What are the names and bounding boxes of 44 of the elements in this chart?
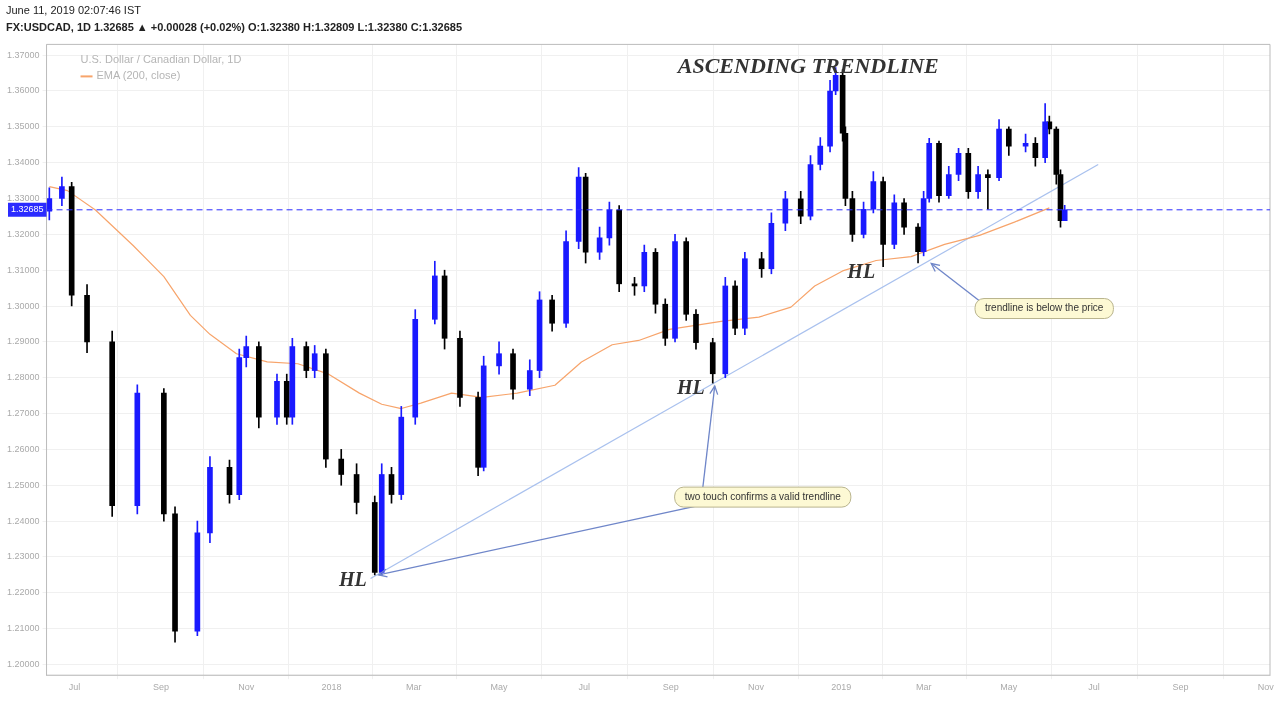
- x-tick-label: Jul: [578, 682, 590, 693]
- y-tick-label: 1.26000: [6, 443, 40, 454]
- annotation: HL: [337, 568, 367, 591]
- y-tick-label: 1.36000: [6, 85, 40, 96]
- y-tick-label: 1.32000: [6, 228, 40, 239]
- x-tick-label: Jul: [68, 682, 81, 693]
- ref-line-label: 1.32685: [10, 204, 44, 215]
- x-tick-label: 2019: [831, 682, 852, 693]
- x-tick-label: Nov: [1257, 682, 1275, 693]
- legend-title: U.S. Dollar / Canadian Dollar, 1D: [80, 53, 242, 66]
- y-tick-label: 1.34000: [6, 157, 40, 168]
- y-tick-label: 1.27000: [6, 408, 40, 419]
- x-tick-label: Nov: [748, 682, 765, 693]
- x-tick-label: May: [1000, 682, 1018, 693]
- y-tick-label: 1.28000: [6, 372, 40, 383]
- y-tick-label: 1.30000: [6, 300, 40, 311]
- y-tick-label: 1.23000: [6, 551, 40, 562]
- x-tick-label: Nov: [238, 682, 255, 693]
- legend-label: EMA (200, close): [96, 69, 181, 82]
- x-tick-label: Sep: [662, 682, 679, 693]
- y-tick-label: 1.31000: [6, 264, 40, 275]
- x-tick-label: Sep: [153, 682, 170, 693]
- y-tick-label: 1.35000: [6, 121, 40, 132]
- chart-subtitle: FX:USDCAD, 1D 1.32685 ▲ +0.00028 (+0.02%) O:1.32380 H:1.32809 L:1.32380 C:1.32685: [6, 20, 463, 35]
- y-tick-label: 1.21000: [6, 623, 40, 634]
- y-tick-label: 1.24000: [6, 515, 40, 526]
- y-tick-label: 1.25000: [6, 479, 40, 490]
- x-tick-label: Mar: [406, 682, 422, 693]
- x-tick-label: 2018: [321, 682, 342, 693]
- text: June 11, 2019 02:07:46 IST: [6, 3, 142, 18]
- annotation: two touch confirms a valid trendline: [684, 490, 842, 502]
- y-tick-label: 1.37000: [6, 49, 40, 60]
- y-tick-label: 1.20000: [6, 658, 40, 669]
- annotation: HL: [846, 259, 876, 282]
- annotation: trendline is below the price: [985, 302, 1104, 314]
- x-tick-label: May: [490, 682, 509, 693]
- x-tick-label: Mar: [915, 682, 932, 693]
- y-tick-label: 1.33000: [6, 193, 40, 203]
- chart-title: ASCENDING TRENDLINE: [675, 53, 939, 79]
- annotation: HL: [675, 376, 705, 399]
- y-tick-label: 1.29000: [6, 336, 40, 347]
- x-tick-label: Jul: [1088, 682, 1100, 693]
- x-tick-label: Sep: [1172, 682, 1189, 693]
- y-tick-label: 1.22000: [6, 587, 40, 598]
